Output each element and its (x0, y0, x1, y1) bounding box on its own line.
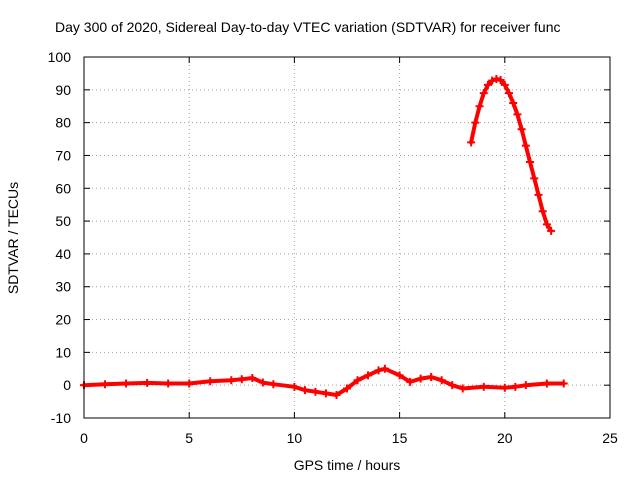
data-point (332, 391, 341, 400)
x-axis-label: GPS time / hours (294, 457, 401, 473)
y-tick-label: 70 (55, 147, 71, 163)
data-point (122, 379, 131, 388)
series-line (469, 77, 554, 233)
axis-ticks (83, 56, 611, 419)
series-1 (80, 364, 568, 400)
data-point (343, 384, 351, 393)
data-point (248, 373, 257, 382)
series-2 (467, 74, 556, 235)
data-point (475, 102, 484, 111)
data-point (237, 375, 246, 384)
data-series (80, 74, 568, 400)
y-tick-label: 90 (55, 82, 71, 98)
data-point (380, 364, 389, 373)
data-point (526, 158, 535, 167)
data-point (364, 371, 373, 380)
y-tick-label: 20 (55, 312, 71, 328)
data-point (488, 76, 497, 85)
y-tick-label: 40 (55, 246, 71, 262)
data-point (300, 386, 309, 395)
data-point (505, 89, 514, 98)
data-point (458, 384, 467, 393)
data-point (206, 377, 215, 386)
data-point (511, 382, 520, 391)
data-point (479, 382, 488, 391)
data-point (164, 379, 173, 388)
data-point (542, 220, 551, 229)
data-point (448, 381, 457, 390)
data-point (471, 118, 480, 127)
x-tick-labels: 0 5 10 15 20 25 (80, 430, 618, 446)
data-point (521, 381, 530, 390)
y-tick-label: 60 (55, 180, 71, 196)
y-tick-label: 80 (55, 115, 71, 131)
data-point (437, 376, 446, 385)
data-point (513, 110, 522, 119)
data-point (101, 380, 110, 389)
data-point (479, 89, 488, 98)
data-point (467, 138, 476, 147)
plot-frame (83, 56, 611, 419)
data-point (269, 380, 278, 389)
data-point (500, 80, 509, 89)
data-point (517, 125, 526, 134)
data-point (395, 371, 404, 380)
x-tick-label: 10 (287, 430, 303, 446)
y-tick-labels: -10 0 10 20 30 40 50 60 70 80 90 100 (48, 49, 72, 426)
y-axis-label: SDTVAR / TECUs (5, 182, 21, 294)
x-tick-label: 5 (185, 430, 193, 446)
x-tick-label: 0 (80, 430, 88, 446)
data-point (427, 372, 436, 381)
data-point (143, 378, 152, 387)
data-point (321, 389, 330, 398)
data-point (547, 226, 556, 235)
y-tick-label: 0 (63, 377, 71, 393)
series-line (82, 366, 566, 397)
data-point (538, 207, 547, 216)
data-point (534, 190, 543, 199)
x-tick-label: 25 (602, 430, 618, 446)
data-point (353, 376, 362, 385)
data-point (406, 377, 415, 386)
data-point (530, 174, 539, 183)
y-tick-label: 30 (55, 279, 71, 295)
y-tick-label: 10 (55, 344, 71, 360)
chart-title: Day 300 of 2020, Sidereal Day-to-day VTE… (55, 19, 561, 35)
data-point (185, 379, 194, 388)
x-tick-label: 20 (497, 430, 513, 446)
data-point (290, 382, 299, 391)
data-point (227, 376, 236, 385)
data-point (311, 387, 320, 396)
data-point (374, 366, 383, 375)
y-tick-label: 100 (48, 49, 72, 65)
data-point (416, 374, 425, 383)
y-tick-label: 50 (55, 213, 71, 229)
data-point (509, 98, 518, 107)
data-point (559, 379, 568, 388)
data-point (258, 378, 267, 387)
grid-lines (84, 57, 610, 418)
data-point (521, 141, 530, 150)
x-tick-label: 15 (392, 430, 408, 446)
y-tick-label: -10 (51, 410, 71, 426)
data-point (496, 75, 505, 84)
data-point (483, 80, 492, 89)
data-point (542, 379, 551, 388)
data-point (500, 383, 509, 392)
